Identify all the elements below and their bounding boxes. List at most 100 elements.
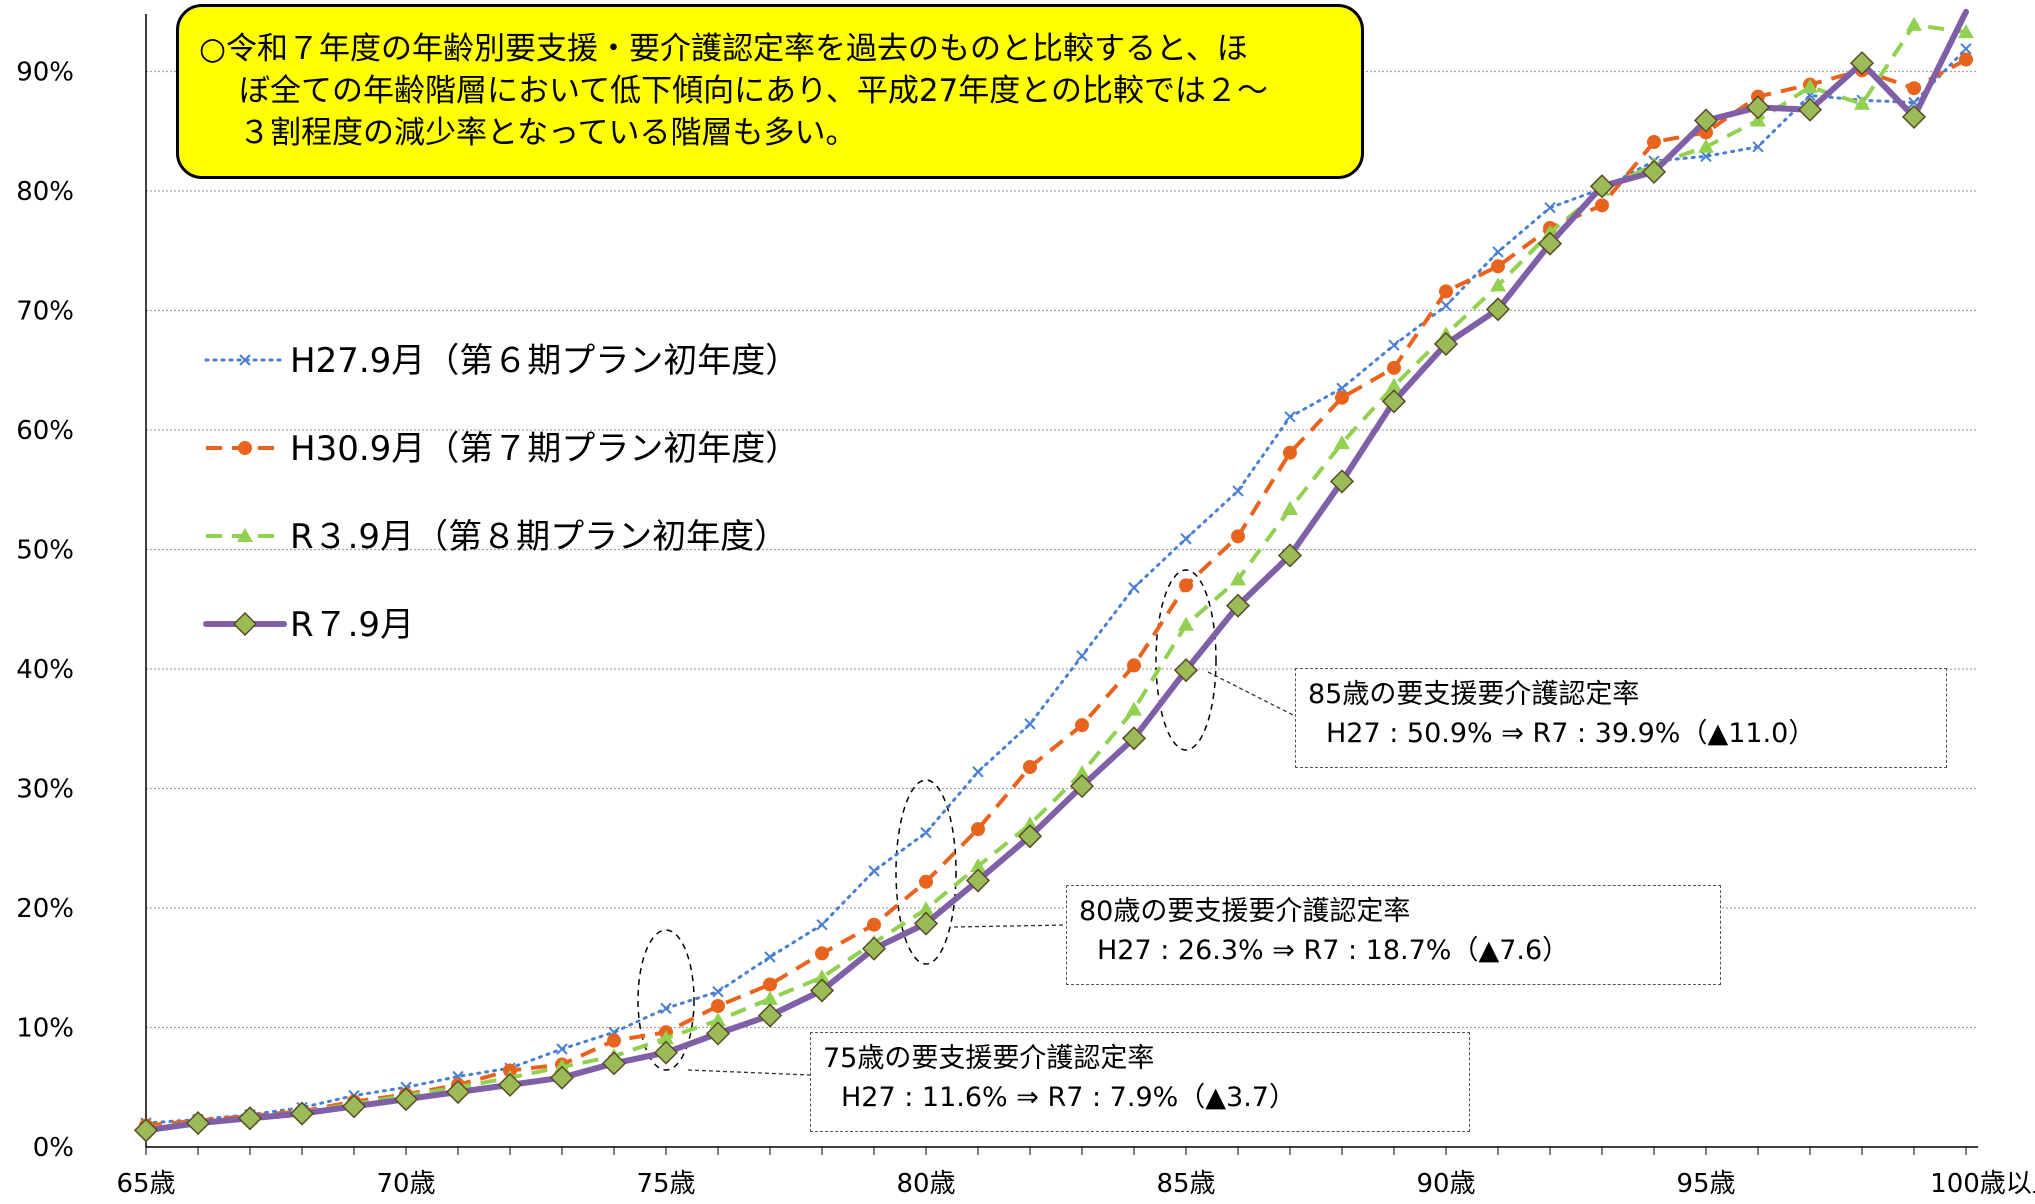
data-point-diamond: [757, 1003, 783, 1028]
data-point-x: [764, 951, 776, 963]
data-point-diamond: [913, 911, 939, 936]
y-tick-label: 80%: [16, 177, 74, 207]
summary-note-line-3: ３割程度の減少率となっている階層も多い。: [239, 114, 857, 151]
data-point-circle: [763, 977, 777, 992]
data-point-triangle: [1334, 435, 1350, 450]
callout-75-title: 75歳の要支援要介護認定率: [823, 1043, 1155, 1074]
data-point-triangle: [970, 858, 986, 873]
data-point-diamond: [1745, 95, 1771, 120]
data-point-diamond: [653, 1040, 679, 1065]
data-point-diamond: [601, 1051, 627, 1076]
data-point-x: [920, 827, 932, 839]
data-point-x: [868, 865, 880, 877]
x-tick-label: 90歳: [1416, 1169, 1475, 1199]
data-point-triangle: [1906, 16, 1922, 31]
x-tick-label: 80歳: [896, 1169, 955, 1199]
data-point-triangle: [1490, 277, 1506, 292]
data-point-x: [556, 1043, 568, 1055]
series-lines: [133, 8, 1974, 1143]
data-point-circle: [1335, 390, 1349, 405]
data-point-diamond: [1537, 231, 1563, 256]
data-point-x: [816, 919, 828, 931]
data-point-circle: [1595, 198, 1609, 213]
data-point-triangle: [1854, 95, 1870, 110]
callout-leader-lines: [687, 671, 1296, 1076]
data-point-diamond: [1329, 469, 1355, 494]
data-point-circle: [919, 874, 933, 889]
summary-note-line-2: ぼ全ての年齢階層において低下傾向にあり、平成27年度との比較では２～: [239, 72, 1268, 109]
data-point-x: [1752, 141, 1764, 153]
data-point-triangle: [762, 990, 778, 1005]
data-point-x: [1232, 485, 1244, 497]
data-point-x: [1076, 650, 1088, 662]
data-point-circle: [1023, 759, 1037, 774]
data-point-x: [1700, 150, 1712, 163]
highlight-ellipses: [637, 569, 1217, 1071]
data-point-x: [1180, 533, 1192, 545]
data-point-x: [1388, 339, 1400, 351]
data-point-circle: [1491, 259, 1505, 274]
data-point-triangle: [1958, 24, 1974, 39]
data-point-diamond: [1693, 108, 1719, 133]
data-point-diamond: [232, 611, 258, 637]
data-point-x: [1960, 43, 1972, 55]
y-tick-label: 20%: [16, 894, 74, 924]
data-point-triangle: [1802, 79, 1818, 94]
axes: [145, 14, 1978, 1155]
data-point-circle: [1127, 658, 1141, 673]
data-point-triangle: [658, 1030, 674, 1045]
data-point-circle: [1647, 135, 1661, 150]
series-4: [133, 8, 1969, 1143]
callout-85-detail: H27 : 50.9% ⇒ R7 : 39.9%（▲11.0）: [1326, 718, 1816, 750]
data-point-diamond: [1121, 726, 1147, 751]
x-tick-label: 95歳: [1676, 1169, 1735, 1199]
y-tick-label: 30%: [16, 775, 74, 805]
data-point-triangle: [1178, 616, 1194, 631]
y-tick-label: 10%: [16, 1014, 74, 1044]
data-point-triangle: [918, 901, 934, 916]
data-point-diamond: [861, 936, 887, 961]
data-point-diamond: [1381, 389, 1407, 414]
summary-note-line-1: ○令和７年度の年齢別要支援・要介護認定率を過去のものと比較すると、ほ: [199, 31, 1248, 67]
data-point-diamond: [1225, 593, 1251, 618]
data-point-triangle: [814, 969, 830, 984]
data-point-circle: [971, 822, 985, 837]
data-point-triangle: [1074, 764, 1090, 779]
legend-label: H27.9月（第６期プラン初年度）: [290, 341, 799, 381]
data-point-circle: [1231, 529, 1245, 544]
x-tick-label: 65歳: [116, 1169, 175, 1199]
callout-80-detail: H27 : 26.3% ⇒ R7 : 18.7%（▲7.6）: [1097, 935, 1570, 967]
data-point-x: [1128, 582, 1140, 594]
data-point-diamond: [1797, 97, 1823, 122]
data-point-circle: [1387, 360, 1401, 375]
data-point-triangle: [1230, 571, 1246, 586]
highlight-ellipse: [895, 779, 957, 965]
callout-80-title: 80歳の要支援要介護認定率: [1079, 896, 1411, 927]
data-point-diamond: [497, 1072, 523, 1097]
data-point-circle: [867, 917, 881, 932]
y-axis-ticks: 0% 10% 20% 30% 40% 50% 60% 70% 80% 90%: [16, 58, 74, 1164]
data-point-diamond: [341, 1094, 367, 1119]
data-point-circle: [1283, 445, 1297, 460]
data-point-circle: [1959, 52, 1973, 67]
data-point-circle: [815, 946, 829, 961]
data-point-circle: [238, 441, 252, 455]
callout-age-75: 75歳の要支援要介護認定率 H27 : 11.6% ⇒ R7 : 7.9%（▲3…: [810, 1032, 1470, 1132]
legend-label: R３.9月（第８期プラン初年度）: [290, 517, 788, 557]
callout-85-title: 85歳の要支援要介護認定率: [1308, 679, 1640, 710]
y-tick-label: 70%: [16, 297, 74, 327]
x-tick-label: 75歳: [636, 1169, 695, 1199]
summary-note: ○令和７年度の年齢別要支援・要介護認定率を過去のものと比較すると、ほ ぼ全ての年…: [176, 4, 1364, 179]
data-point-circle: [1439, 284, 1453, 299]
data-point-diamond: [1069, 774, 1095, 799]
legend-label: R７.9月: [290, 605, 414, 645]
highlight-ellipse: [637, 929, 695, 1071]
data-point-diamond: [445, 1079, 471, 1105]
y-tick-label: 0%: [33, 1133, 74, 1163]
callout-age-80: 80歳の要支援要介護認定率 H27 : 26.3% ⇒ R7 : 18.7%（▲…: [1066, 885, 1721, 985]
y-tick-label: 50%: [16, 536, 74, 566]
data-point-x: [972, 766, 984, 778]
data-point-x: [1440, 300, 1452, 312]
data-point-circle: [1907, 81, 1921, 96]
